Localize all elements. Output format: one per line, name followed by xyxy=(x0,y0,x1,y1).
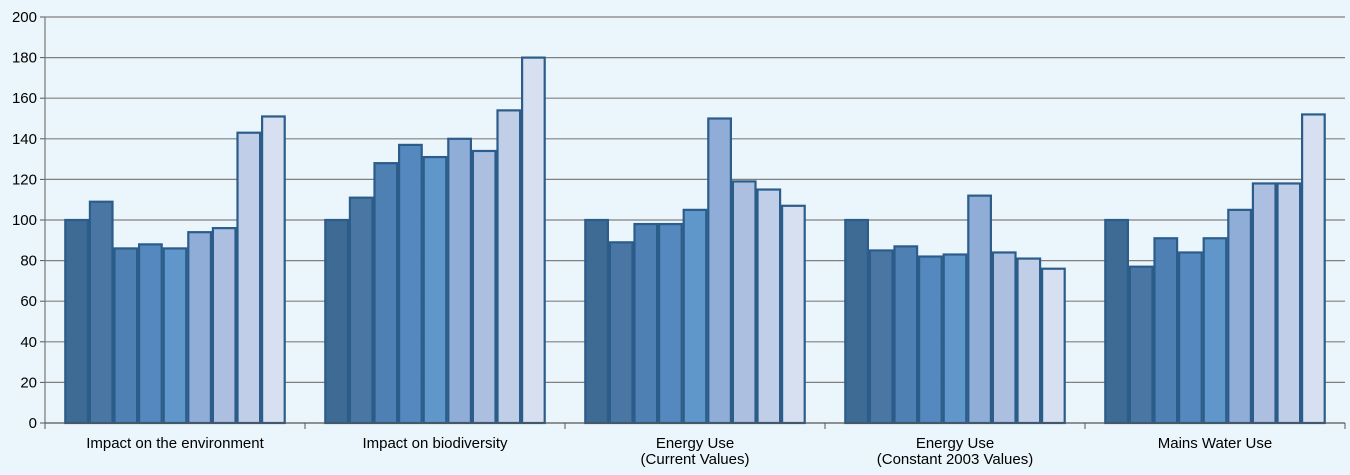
bar xyxy=(893,245,919,425)
bar xyxy=(324,218,349,425)
y-tick-label: 0 xyxy=(29,415,37,432)
y-tick-label: 140 xyxy=(12,131,37,148)
bar xyxy=(187,231,213,425)
bar xyxy=(422,155,448,425)
bar xyxy=(917,255,943,425)
bar xyxy=(348,196,374,425)
y-tick-label: 120 xyxy=(12,171,37,188)
x-category-label: (Constant 2003 Values) xyxy=(877,451,1033,468)
y-tick-label: 200 xyxy=(12,9,37,26)
bar xyxy=(682,208,708,425)
bar xyxy=(731,180,757,425)
bar xyxy=(398,143,423,425)
y-tick-label: 20 xyxy=(20,374,37,391)
x-category-label: Energy Use xyxy=(656,435,734,452)
bar xyxy=(471,149,497,425)
y-tick-label: 160 xyxy=(12,90,37,107)
x-category-label: Impact on biodiversity xyxy=(362,435,508,452)
bar xyxy=(1177,251,1203,425)
bar xyxy=(991,251,1017,425)
bar xyxy=(113,247,139,425)
x-axis-labels: Impact on the environment Impact on biodi… xyxy=(86,435,1272,468)
bar xyxy=(780,204,806,425)
bar xyxy=(64,218,90,425)
bar xyxy=(236,131,262,425)
bars xyxy=(64,56,1326,425)
bar xyxy=(211,227,237,425)
bar xyxy=(942,253,968,425)
bar xyxy=(447,137,472,425)
bar xyxy=(1251,182,1277,425)
bar xyxy=(162,247,188,425)
bar xyxy=(1040,267,1066,425)
y-axis-ticks: 0 20 40 60 80 100 120 140 160 180 200 xyxy=(12,9,45,432)
bar xyxy=(756,188,782,425)
bar xyxy=(1202,237,1228,425)
bar xyxy=(967,194,992,425)
bar xyxy=(1104,218,1130,425)
bar xyxy=(138,243,163,425)
bar xyxy=(633,222,659,425)
y-tick-label: 40 xyxy=(20,334,37,351)
y-tick-label: 80 xyxy=(20,253,37,270)
bar xyxy=(520,56,546,425)
bar xyxy=(1227,208,1253,425)
bar xyxy=(608,241,634,425)
bar xyxy=(261,115,286,425)
bar xyxy=(1276,182,1302,425)
bar xyxy=(373,162,399,425)
bar xyxy=(584,218,609,425)
x-category-label: Mains Water Use xyxy=(1158,435,1272,452)
bar xyxy=(1016,257,1042,425)
y-tick-label: 60 xyxy=(20,293,37,310)
bar xyxy=(844,218,869,425)
x-category-label: Energy Use xyxy=(916,435,994,452)
bar xyxy=(1128,265,1154,425)
x-category-label: Impact on the environment xyxy=(86,435,264,452)
y-tick-label: 100 xyxy=(12,212,37,229)
bar xyxy=(657,222,683,425)
bar xyxy=(1300,113,1326,425)
axes xyxy=(44,17,1346,429)
bar xyxy=(496,109,522,425)
bar xyxy=(868,249,894,425)
bar xyxy=(88,200,114,425)
y-tick-label: 180 xyxy=(12,50,37,67)
x-category-label: (Current Values) xyxy=(641,451,750,468)
bar xyxy=(707,117,732,425)
bar xyxy=(1153,237,1179,425)
